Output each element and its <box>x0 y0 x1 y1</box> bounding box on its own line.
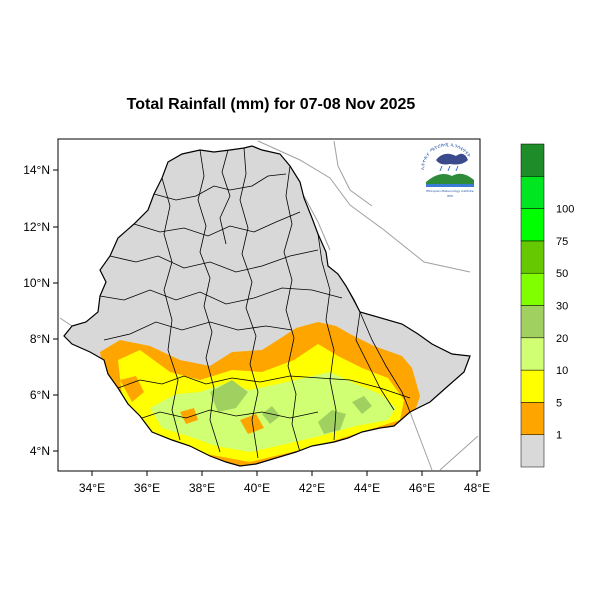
legend-level-label: 100 <box>556 204 574 216</box>
logo-caption: Ethiopian Meteorology Institute <box>426 189 473 193</box>
legend-color-box <box>520 272 545 306</box>
legend-level-label: 1 <box>556 430 562 442</box>
water-icon <box>426 184 474 187</box>
logo-abbr: EMI <box>447 194 452 198</box>
legend-color-box <box>520 337 545 371</box>
x-tick-label: 44°E <box>354 481 380 495</box>
legend-level-label: 10 <box>556 365 568 377</box>
x-axis: 34°E 36°E 38°E 40°E 42°E 44°E 46°E 48°E <box>79 471 490 495</box>
rainfall-shading <box>100 322 420 466</box>
rainfall-legend: 1 5 10 20 30 50 75 100 <box>520 143 574 468</box>
legend-level-label: 50 <box>556 268 568 280</box>
x-tick-label: 34°E <box>79 481 105 495</box>
admin-boundaries <box>99 147 411 459</box>
legend-color-box <box>520 434 545 468</box>
mountain-icon <box>426 173 474 184</box>
legend-color-box <box>520 240 545 274</box>
y-tick-label: 14°N <box>23 163 50 177</box>
x-tick-label: 36°E <box>134 481 160 495</box>
y-tick-label: 10°N <box>23 276 50 290</box>
map-title: Total Rainfall (mm) for 07-08 Nov 2025 <box>126 96 416 113</box>
legend-color-box <box>520 208 545 242</box>
x-tick-label: 46°E <box>409 481 435 495</box>
legend-color-box <box>520 176 545 209</box>
x-tick-label: 40°E <box>244 481 270 495</box>
neighbor-borders <box>59 140 479 471</box>
legend-level-label: 30 <box>556 301 568 313</box>
legend-level-label: 5 <box>556 397 562 409</box>
y-axis: 14°N 12°N 10°N 8°N 6°N 4°N <box>23 163 58 458</box>
y-tick-label: 6°N <box>30 388 50 402</box>
y-tick-label: 4°N <box>30 444 50 458</box>
y-tick-label: 12°N <box>23 220 50 234</box>
x-tick-label: 48°E <box>464 481 490 495</box>
legend-color-box <box>520 143 545 177</box>
legend-color-box <box>520 369 545 403</box>
x-tick-label: 38°E <box>189 481 215 495</box>
legend-level-label: 20 <box>556 333 568 345</box>
legend-color-box <box>520 402 545 435</box>
cloud-icon <box>436 153 468 165</box>
legend-color-box <box>520 305 545 339</box>
y-tick-label: 8°N <box>30 332 50 346</box>
x-tick-label: 42°E <box>299 481 325 495</box>
legend-level-label: 75 <box>556 236 568 248</box>
